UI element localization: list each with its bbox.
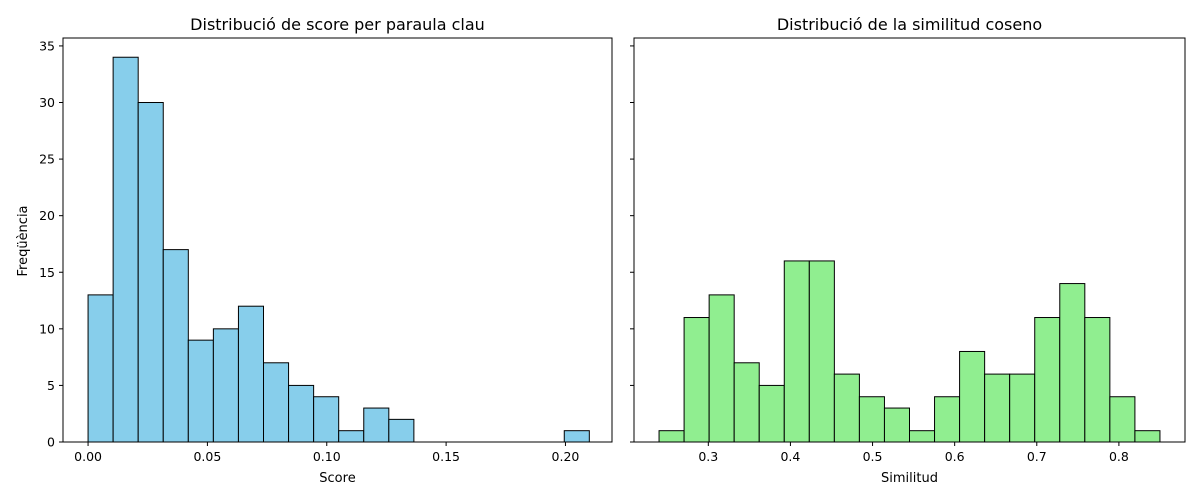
score-histogram-bar	[363, 407, 390, 443]
similarity-histogram-yticks	[630, 45, 634, 443]
score-histogram-ytick-label: 25	[39, 152, 55, 167]
score-histogram-bars	[87, 56, 590, 443]
score-histogram-bar	[87, 294, 114, 443]
similarity-histogram-frame	[633, 37, 1186, 443]
similarity-histogram-bar	[1134, 430, 1161, 443]
similarity-histogram-bar	[1059, 283, 1086, 443]
score-histogram-xtick-label: 0.10	[313, 449, 341, 464]
score-histogram-bar	[237, 305, 265, 443]
similarity-histogram-bar	[959, 350, 986, 443]
similarity-histogram-title: Distribució de la similitud coseno	[777, 15, 1042, 34]
similarity-histogram-bar	[909, 430, 936, 443]
score-histogram-ytick-label: 5	[47, 378, 55, 393]
similarity-histogram-bar	[708, 294, 735, 443]
score-histogram-bar	[137, 102, 164, 443]
similarity-histogram-bar	[808, 260, 835, 443]
score-histogram-ytick-label: 30	[39, 95, 55, 110]
score-histogram-bar	[388, 418, 415, 443]
similarity-histogram-bar	[883, 407, 910, 443]
similarity-histogram-bar	[1109, 396, 1136, 443]
similarity-histogram-bar	[984, 373, 1011, 443]
score-histogram-bar	[212, 328, 239, 443]
score-histogram-ytick-label: 20	[39, 208, 55, 223]
similarity-histogram-bar	[658, 430, 685, 443]
score-histogram-xtick-label: 0.15	[432, 449, 460, 464]
score-histogram-frame	[62, 37, 613, 443]
score-histogram-ytick-label: 0	[47, 435, 55, 450]
similarity-histogram-xtick-label: 0.3	[698, 449, 718, 464]
score-histogram-ylabel: Freqüència	[16, 205, 31, 276]
similarity-histogram-xlabel: Similitud	[881, 471, 938, 486]
score-histogram-bar	[112, 56, 139, 443]
score-histogram-yticks: 0 5 10 15 20 25 30 35	[39, 38, 63, 450]
similarity-histogram-xtick-label: 0.6	[945, 449, 965, 464]
score-histogram-bar	[288, 384, 315, 443]
score-histogram-bar	[313, 396, 340, 443]
similarity-histogram-xticks: 0.3 0.4 0.5 0.6 0.7 0.8	[698, 442, 1129, 464]
similarity-histogram-xtick-label: 0.5	[863, 449, 883, 464]
score-histogram-bar	[162, 249, 189, 443]
similarity-histogram-bar	[934, 396, 961, 443]
score-histogram-xlabel: Score	[319, 471, 355, 486]
score-histogram-xticks: 0.00 0.05 0.10 0.15 0.20	[74, 442, 579, 464]
score-histogram-bar	[338, 430, 365, 443]
similarity-histogram-bar	[1084, 317, 1111, 443]
score-histogram-xtick-label: 0.20	[552, 449, 580, 464]
score-histogram-xtick-label: 0.00	[74, 449, 102, 464]
similarity-histogram-bar	[758, 384, 785, 443]
similarity-histogram-bar	[1009, 373, 1036, 443]
similarity-histogram-bar	[833, 373, 860, 443]
score-histogram-bar	[187, 339, 214, 443]
score-histogram-title: Distribució de score per paraula clau	[190, 15, 485, 34]
similarity-histogram-bar	[1034, 317, 1061, 443]
score-histogram-panel: Distribució de score per paraula clau Sc…	[16, 15, 613, 486]
score-histogram-ytick-label: 15	[39, 265, 55, 280]
similarity-histogram-bar	[683, 317, 710, 443]
similarity-histogram-xtick-label: 0.7	[1027, 449, 1047, 464]
score-histogram-xtick-label: 0.05	[193, 449, 221, 464]
similarity-histogram-bars	[658, 260, 1161, 443]
score-histogram-ytick-label: 35	[39, 38, 55, 53]
similarity-histogram-xtick-label: 0.4	[780, 449, 800, 464]
score-histogram-bar	[563, 430, 590, 443]
similarity-histogram-xtick-label: 0.8	[1109, 449, 1129, 464]
similarity-histogram-bar	[783, 260, 810, 443]
score-histogram-ytick-label: 10	[39, 321, 55, 336]
score-histogram-bar	[263, 362, 290, 443]
similarity-histogram-bar	[858, 396, 885, 443]
similarity-histogram-panel: Distribució de la similitud coseno Simil…	[630, 15, 1186, 486]
similarity-histogram-bar	[733, 362, 760, 443]
